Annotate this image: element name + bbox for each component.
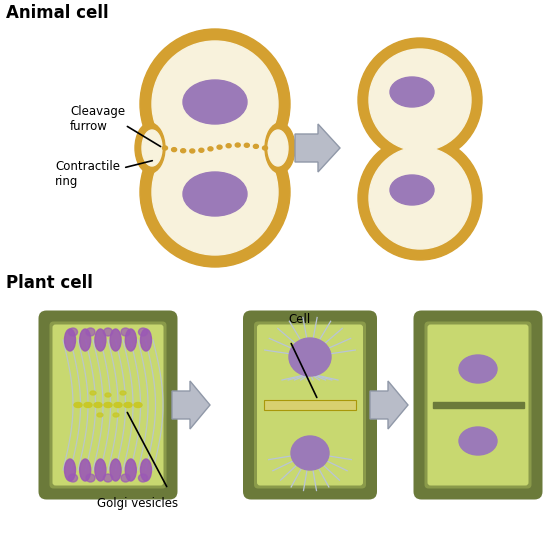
Bar [264,400,356,410]
Text: Animal cell: Animal cell [6,4,109,22]
Ellipse shape [142,130,162,166]
Ellipse shape [125,459,137,481]
Text: Cleavage
furrow: Cleavage furrow [70,105,125,133]
Ellipse shape [103,474,113,482]
Bar [264,400,356,410]
Ellipse shape [369,147,471,249]
Ellipse shape [217,145,222,149]
Ellipse shape [94,403,102,407]
Ellipse shape [181,149,186,153]
Ellipse shape [390,77,434,107]
FancyBboxPatch shape [39,311,177,499]
Ellipse shape [90,391,96,395]
Ellipse shape [139,474,147,482]
Ellipse shape [113,413,119,417]
Ellipse shape [140,29,290,179]
Ellipse shape [268,130,288,166]
Ellipse shape [226,144,231,148]
Ellipse shape [110,329,121,351]
Ellipse shape [459,427,497,455]
Ellipse shape [199,149,204,152]
Ellipse shape [110,459,121,481]
FancyBboxPatch shape [53,325,164,485]
Ellipse shape [120,391,126,395]
Ellipse shape [139,328,147,336]
Polygon shape [370,381,408,429]
Polygon shape [295,124,340,172]
Ellipse shape [125,329,137,351]
Ellipse shape [80,329,91,351]
Ellipse shape [69,474,77,482]
Ellipse shape [121,328,130,336]
Ellipse shape [208,147,213,151]
Ellipse shape [244,143,249,147]
Text: Contractile
ring: Contractile ring [55,160,120,188]
Text: Golgi vesicles: Golgi vesicles [97,497,178,510]
Ellipse shape [190,149,195,153]
Ellipse shape [152,41,278,167]
Ellipse shape [97,413,103,417]
Ellipse shape [171,147,177,152]
Ellipse shape [114,403,122,407]
Ellipse shape [390,175,434,205]
Ellipse shape [121,474,130,482]
Ellipse shape [254,144,258,149]
Ellipse shape [358,136,482,260]
FancyBboxPatch shape [50,322,166,489]
FancyBboxPatch shape [243,311,377,499]
Ellipse shape [369,49,471,151]
Polygon shape [172,381,210,429]
Ellipse shape [124,403,132,407]
Text: Plant cell: Plant cell [6,274,93,292]
Ellipse shape [265,123,295,173]
Ellipse shape [289,338,331,376]
Ellipse shape [140,459,151,481]
Ellipse shape [152,129,278,255]
Ellipse shape [104,403,112,407]
Ellipse shape [134,403,142,407]
FancyBboxPatch shape [257,325,363,485]
Ellipse shape [163,146,168,150]
Bar [432,402,523,408]
FancyBboxPatch shape [413,311,542,499]
Ellipse shape [183,172,247,216]
Ellipse shape [69,328,77,336]
Ellipse shape [140,329,151,351]
Bar [148,128,282,168]
Ellipse shape [65,459,76,481]
FancyBboxPatch shape [424,322,531,489]
Text: Cell
plate: Cell plate [288,313,318,341]
Ellipse shape [95,329,106,351]
Ellipse shape [459,355,497,383]
Ellipse shape [86,328,95,336]
Ellipse shape [235,143,240,147]
Ellipse shape [103,328,113,336]
Ellipse shape [135,123,165,173]
FancyBboxPatch shape [428,325,529,485]
Ellipse shape [95,459,106,481]
Ellipse shape [183,80,247,124]
Ellipse shape [263,146,268,150]
Ellipse shape [65,329,76,351]
Ellipse shape [86,474,95,482]
Ellipse shape [105,393,111,397]
Ellipse shape [358,38,482,162]
Ellipse shape [291,436,329,470]
FancyBboxPatch shape [254,322,366,489]
Ellipse shape [140,117,290,267]
Bar [157,134,273,162]
Ellipse shape [84,403,92,407]
Ellipse shape [80,459,91,481]
Ellipse shape [74,403,82,407]
